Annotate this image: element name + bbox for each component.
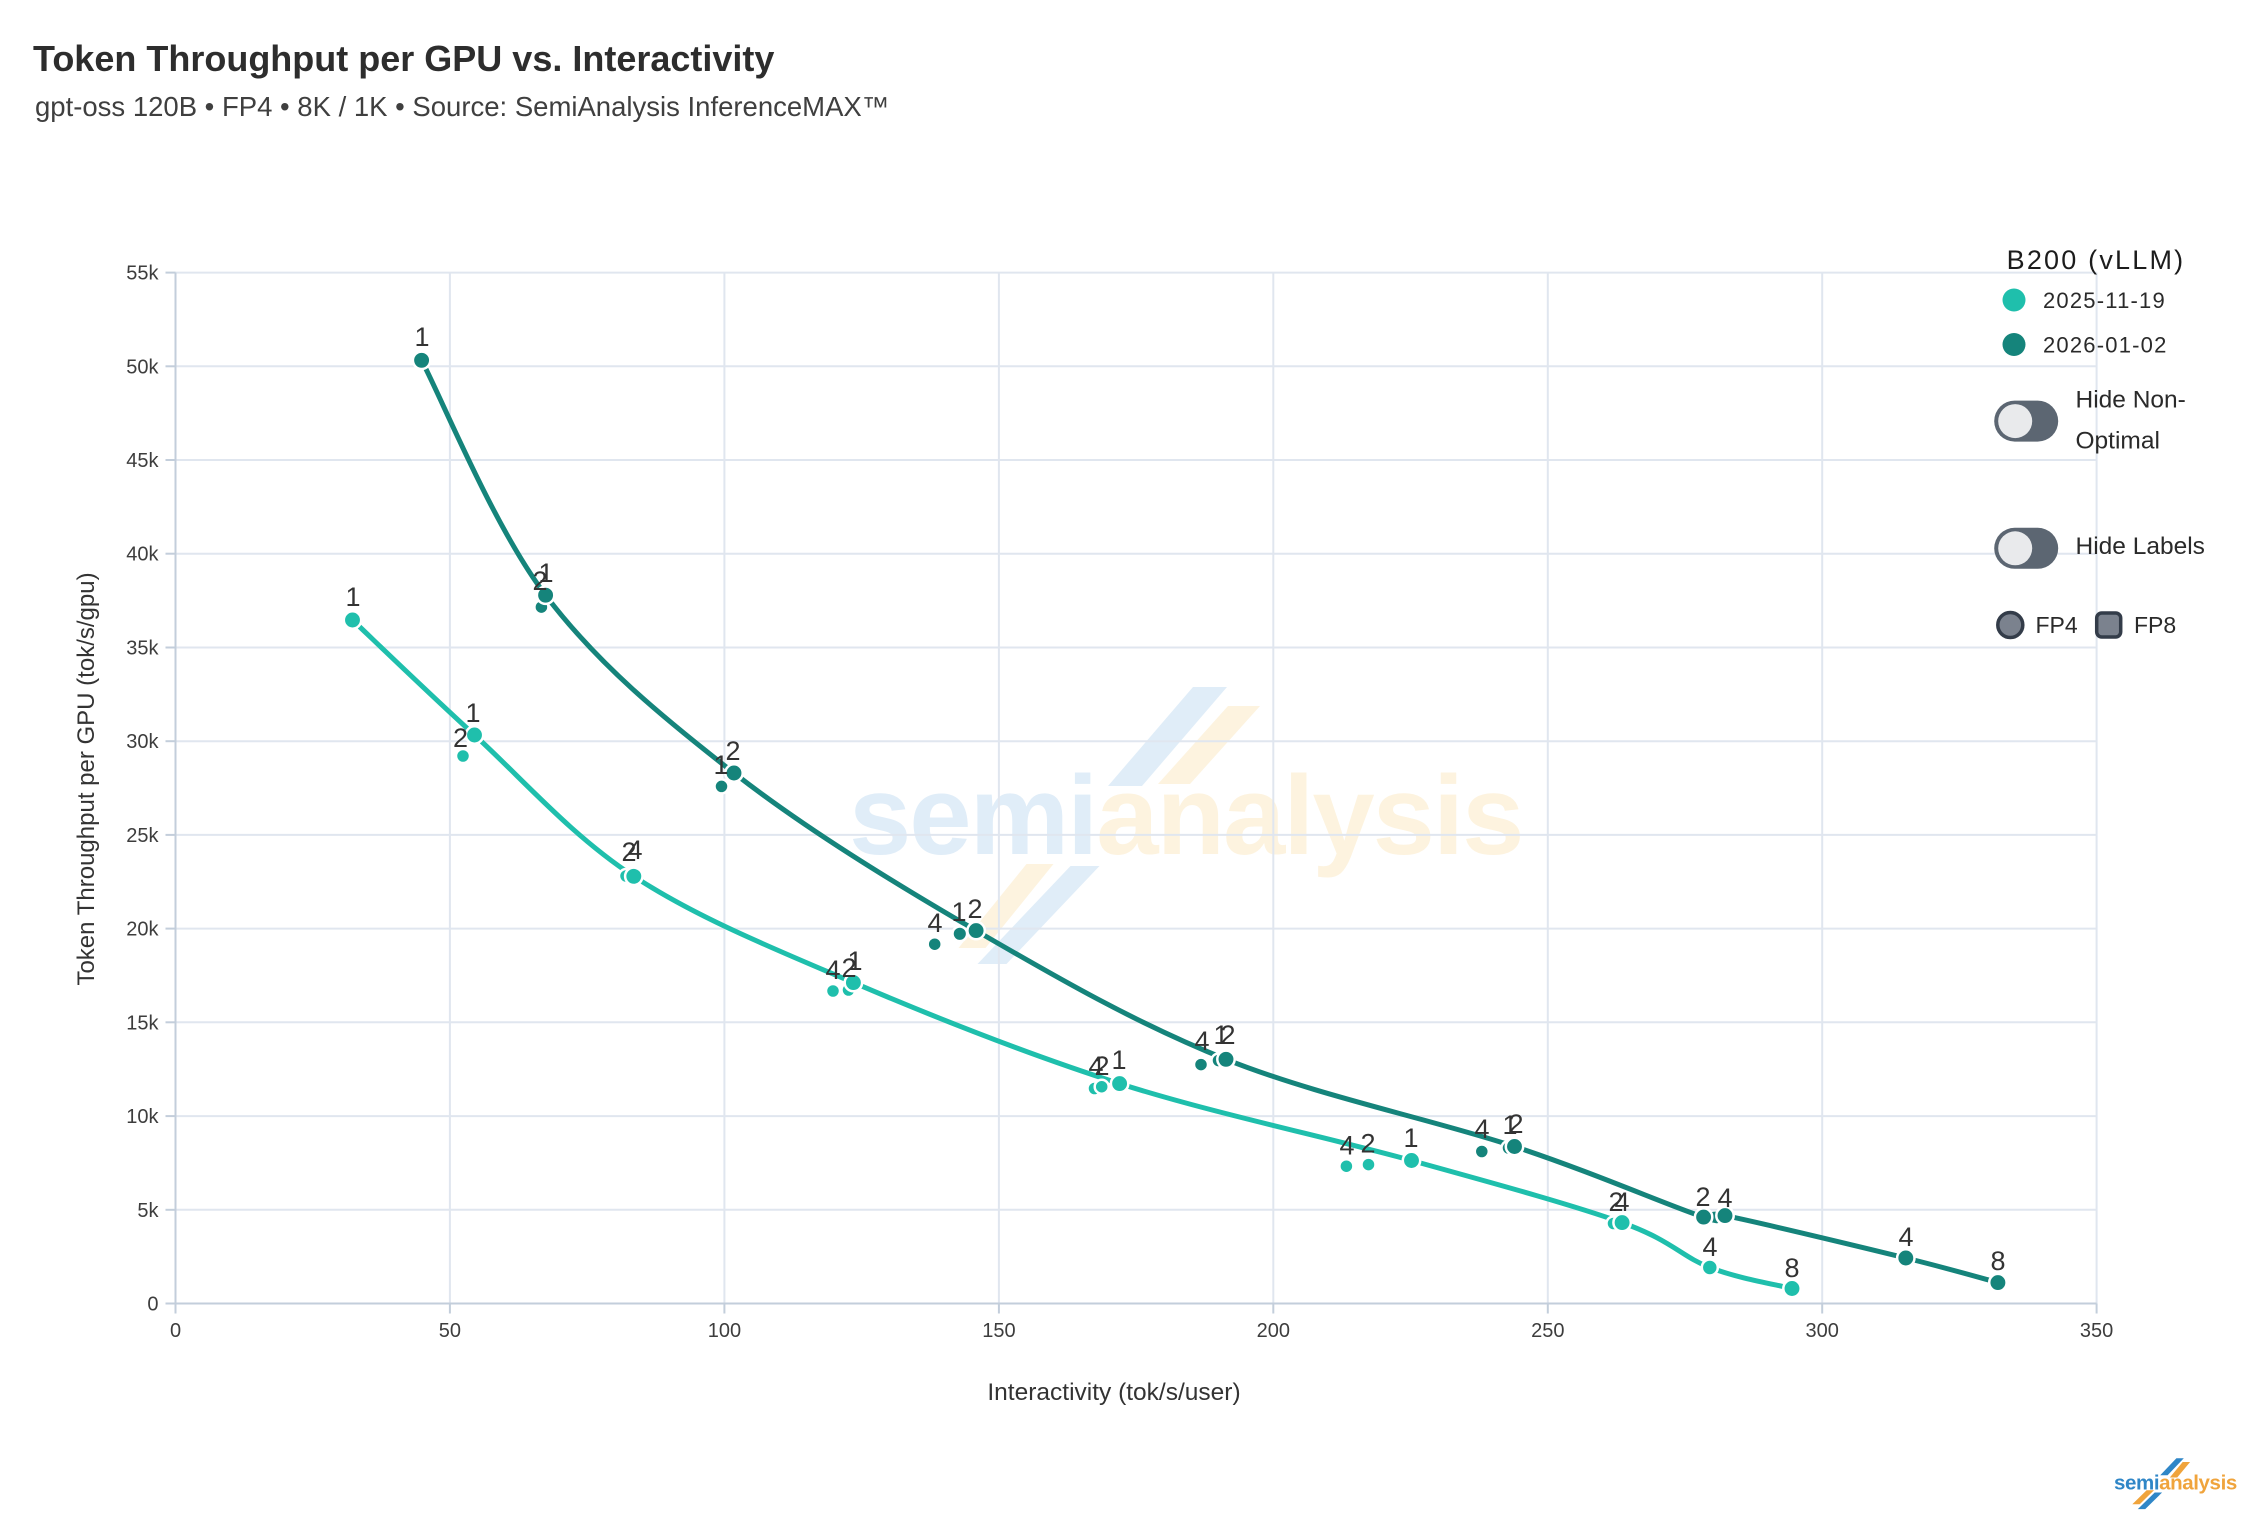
svg-text:4: 4 [825, 955, 840, 985]
svg-text:50: 50 [439, 1320, 461, 1342]
svg-text:35k: 35k [126, 638, 159, 660]
svg-text:2: 2 [1220, 1020, 1235, 1050]
svg-text:Optimal: Optimal [2076, 428, 2160, 455]
svg-text:2: 2 [1360, 1129, 1375, 1159]
svg-text:1: 1 [538, 558, 553, 588]
svg-text:45k: 45k [126, 450, 159, 472]
svg-text:5k: 5k [137, 1200, 159, 1222]
svg-text:1: 1 [1111, 1045, 1126, 1075]
svg-text:4: 4 [1898, 1222, 1913, 1252]
svg-text:4: 4 [1474, 1114, 1489, 1144]
svg-text:2026-01-02: 2026-01-02 [2043, 333, 2168, 358]
svg-text:4: 4 [627, 835, 642, 865]
svg-text:1: 1 [465, 698, 480, 728]
svg-text:2025-11-19: 2025-11-19 [2043, 288, 2166, 313]
svg-text:1: 1 [345, 582, 360, 612]
svg-text:Hide Non-: Hide Non- [2076, 387, 2186, 414]
svg-text:15k: 15k [126, 1012, 159, 1034]
svg-text:0: 0 [170, 1320, 181, 1342]
svg-text:2: 2 [841, 953, 856, 983]
svg-text:2: 2 [621, 837, 636, 867]
svg-text:Interactivity (tok/s/user): Interactivity (tok/s/user) [987, 1379, 1240, 1406]
svg-text:25k: 25k [126, 825, 159, 847]
svg-text:1: 1 [1502, 1110, 1517, 1140]
svg-text:2: 2 [967, 894, 982, 924]
svg-text:gpt-oss 120B • FP4 • 8K / 1K •: gpt-oss 120B • FP4 • 8K / 1K • Source: S… [35, 91, 889, 122]
svg-text:8: 8 [1784, 1253, 1799, 1283]
svg-text:100: 100 [708, 1320, 741, 1342]
svg-text:2: 2 [725, 736, 740, 766]
svg-text:0: 0 [147, 1294, 158, 1316]
svg-text:20k: 20k [126, 919, 159, 941]
svg-text:55k: 55k [126, 263, 159, 285]
svg-text:FP8: FP8 [2134, 612, 2176, 638]
svg-text:4: 4 [1088, 1051, 1103, 1081]
svg-text:150: 150 [982, 1320, 1015, 1342]
svg-text:2: 2 [1695, 1182, 1710, 1212]
svg-text:2: 2 [1094, 1051, 1109, 1081]
svg-text:200: 200 [1257, 1320, 1290, 1342]
svg-text:30k: 30k [126, 731, 159, 753]
svg-text:4: 4 [1614, 1187, 1629, 1217]
svg-text:Token Throughput per GPU (tok/: Token Throughput per GPU (tok/s/gpu) [73, 572, 100, 985]
svg-text:1: 1 [713, 750, 728, 780]
svg-text:Token Throughput per GPU vs. I: Token Throughput per GPU vs. Interactivi… [33, 38, 774, 79]
svg-text:1: 1 [1213, 1020, 1228, 1050]
svg-text:4: 4 [1194, 1026, 1209, 1056]
svg-text:Hide Labels: Hide Labels [2076, 533, 2205, 560]
svg-text:2: 2 [453, 723, 468, 753]
svg-text:2: 2 [1608, 1187, 1623, 1217]
svg-text:2: 2 [532, 566, 547, 596]
svg-text:350: 350 [2080, 1320, 2113, 1342]
svg-text:1: 1 [951, 897, 966, 927]
svg-text:10k: 10k [126, 1106, 159, 1128]
svg-text:40k: 40k [126, 544, 159, 566]
svg-text:1: 1 [1403, 1123, 1418, 1153]
svg-text:8: 8 [1990, 1246, 2005, 1276]
svg-text:50k: 50k [126, 356, 159, 378]
svg-text:4: 4 [1717, 1183, 1732, 1213]
svg-text:2: 2 [1508, 1109, 1523, 1139]
svg-text:4: 4 [1339, 1131, 1354, 1161]
svg-text:250: 250 [1531, 1320, 1564, 1342]
svg-text:300: 300 [1806, 1320, 1839, 1342]
svg-text:1: 1 [414, 322, 429, 352]
svg-text:FP4: FP4 [2036, 612, 2078, 638]
svg-text:semianalysis: semianalysis [849, 753, 1522, 878]
svg-text:4: 4 [927, 908, 942, 938]
svg-text:semianalysis: semianalysis [2114, 1472, 2237, 1495]
svg-text:B200 (vLLM): B200 (vLLM) [2007, 245, 2186, 275]
svg-text:1: 1 [847, 946, 862, 976]
svg-text:4: 4 [1702, 1232, 1717, 1262]
